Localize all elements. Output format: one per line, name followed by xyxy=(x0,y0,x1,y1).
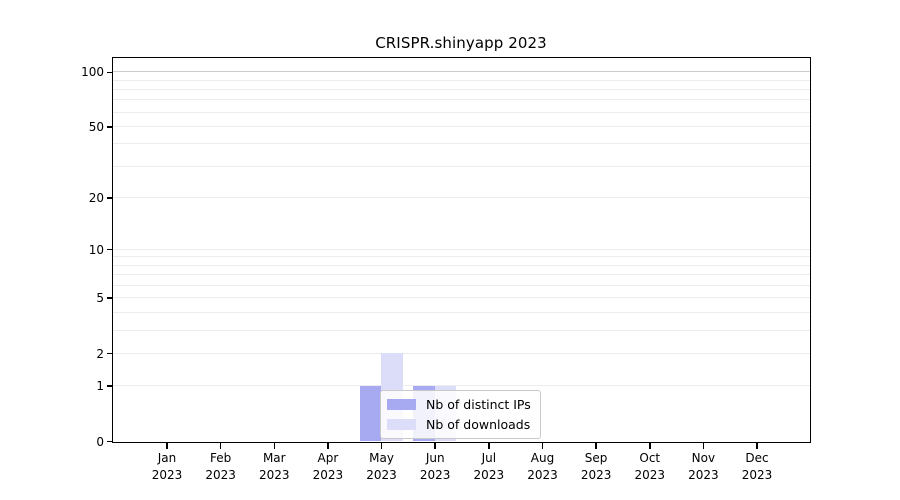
x-tick xyxy=(649,443,651,449)
x-tick-label: Oct 2023 xyxy=(610,450,690,483)
y-tick-label: 100 xyxy=(81,65,104,80)
x-tick xyxy=(327,443,329,449)
x-tick-label: Jul 2023 xyxy=(449,450,529,483)
x-tick-year: 2023 xyxy=(741,467,773,482)
legend-label-distinct-ips: Nb of distinct IPs xyxy=(426,397,531,412)
x-tick-year: 2023 xyxy=(312,467,344,482)
legend-swatch-distinct-ips xyxy=(387,399,416,410)
x-tick xyxy=(166,443,168,449)
legend: Nb of distinct IPs Nb of downloads xyxy=(380,390,541,439)
x-tick-month: Nov xyxy=(691,451,716,465)
gridline xyxy=(113,79,810,81)
legend-swatch-downloads xyxy=(387,419,416,430)
gridline xyxy=(113,256,810,258)
x-tick xyxy=(756,443,758,449)
gridline xyxy=(113,274,810,276)
y-tick-label: 5 xyxy=(96,291,104,306)
x-tick-label: Sep 2023 xyxy=(556,450,636,483)
gridline xyxy=(113,125,810,127)
x-tick-month: Jan xyxy=(157,451,177,465)
x-tick xyxy=(702,443,705,449)
gridline xyxy=(113,71,810,73)
x-tick xyxy=(488,443,490,449)
x-tick-month: Aug xyxy=(530,451,555,465)
y-tick xyxy=(107,352,113,355)
gridline xyxy=(113,297,810,299)
y-tick xyxy=(107,385,113,387)
legend-item-distinct-ips: Nb of distinct IPs xyxy=(387,396,531,413)
x-tick-year: 2023 xyxy=(258,467,290,482)
y-tick xyxy=(107,197,113,199)
x-tick-month: Jul xyxy=(481,451,497,465)
x-tick-month: May xyxy=(369,451,394,465)
gridline xyxy=(113,264,810,266)
x-tick-year: 2023 xyxy=(205,467,236,482)
x-tick-label: Mar 2023 xyxy=(234,450,314,483)
x-tick-month: Oct xyxy=(639,451,661,465)
x-tick-label: Aug 2023 xyxy=(502,450,582,483)
y-tick xyxy=(107,297,113,299)
x-tick-year: 2023 xyxy=(580,467,612,482)
gridline xyxy=(113,165,810,167)
x-tick-year: 2023 xyxy=(366,467,397,482)
y-tick-label: 1 xyxy=(96,379,104,394)
x-tick-month: Dec xyxy=(745,451,769,465)
y-tick xyxy=(107,440,113,443)
y-tick-label: 2 xyxy=(96,346,104,361)
gridline xyxy=(113,88,810,90)
bar-nb-of-distinct-ips xyxy=(359,385,382,441)
y-tick xyxy=(107,248,113,251)
y-tick xyxy=(107,126,113,128)
x-tick-month: Sep xyxy=(584,451,608,465)
legend-item-downloads: Nb of downloads xyxy=(387,416,531,433)
x-tick-month: Jun xyxy=(425,451,445,465)
gridline xyxy=(113,143,810,145)
y-tick-label: 10 xyxy=(88,242,104,257)
legend-label-downloads: Nb of downloads xyxy=(426,417,531,432)
gridline xyxy=(113,385,810,387)
x-tick-year: 2023 xyxy=(473,467,505,482)
chart-title: CRISPR.shinyapp 2023 xyxy=(375,34,547,52)
plot-area: Nb of distinct IPs Nb of downloads xyxy=(112,57,811,443)
y-tick-label: 50 xyxy=(88,119,104,134)
gridline xyxy=(113,352,810,354)
x-tick-label: Nov 2023 xyxy=(663,450,743,483)
x-tick-label: Jan 2023 xyxy=(127,450,207,483)
gridline xyxy=(113,284,810,286)
gridline xyxy=(113,329,810,331)
gridline xyxy=(113,99,810,101)
x-tick-month: Apr xyxy=(317,451,339,465)
x-tick-month: Mar xyxy=(262,451,286,465)
gridline xyxy=(113,248,810,250)
x-tick-year: 2023 xyxy=(419,467,451,482)
x-tick xyxy=(273,443,276,449)
x-tick-year: 2023 xyxy=(634,467,666,482)
x-tick-year: 2023 xyxy=(527,467,558,482)
x-tick-label: Feb 2023 xyxy=(181,450,261,483)
gridline xyxy=(113,311,810,313)
gridline xyxy=(113,196,810,198)
x-tick-label: May 2023 xyxy=(342,450,422,483)
x-tick xyxy=(434,443,436,449)
gridline xyxy=(113,111,810,113)
y-tick-label: 0 xyxy=(96,434,104,449)
x-tick xyxy=(595,443,597,449)
x-tick-year: 2023 xyxy=(151,467,183,482)
y-tick xyxy=(107,71,113,74)
x-tick xyxy=(380,443,383,449)
x-tick-year: 2023 xyxy=(688,467,719,482)
x-tick-month: Feb xyxy=(210,451,232,465)
x-tick xyxy=(219,443,222,449)
x-tick-label: Dec 2023 xyxy=(717,450,797,483)
y-tick-label: 20 xyxy=(88,190,104,205)
x-tick xyxy=(541,443,544,449)
x-tick-label: Apr 2023 xyxy=(288,450,368,483)
x-tick-label: Jun 2023 xyxy=(395,450,475,483)
